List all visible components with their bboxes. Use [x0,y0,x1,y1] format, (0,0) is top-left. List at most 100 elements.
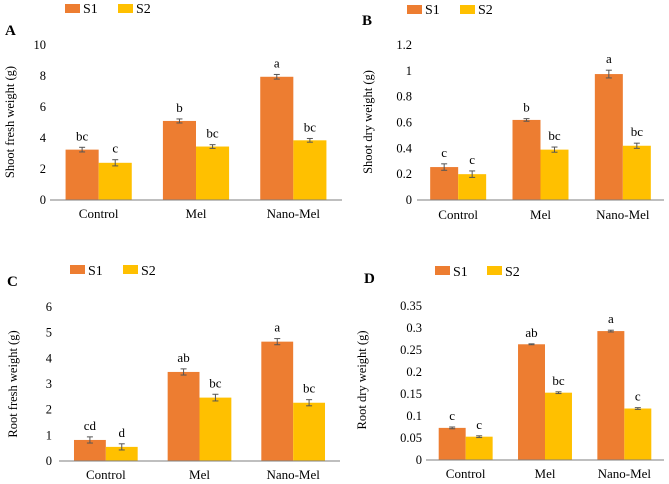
significance-letter: c [635,389,641,404]
bar-s2 [293,140,327,200]
y-ticks: 0 1 2 3 4 5 6 [46,300,53,468]
bar-s2 [105,446,138,461]
y-tick-label: 3 [46,377,52,391]
y-tick-label: 10 [34,38,47,52]
y-tick-label: 2 [46,403,52,417]
legend-s1-swatch [407,5,422,14]
y-tick-label: 0.2 [406,365,422,379]
bar-s1 [162,120,196,200]
significance-letter: bc [304,119,317,134]
bars: cd d ab bc a bc [73,320,326,461]
significance-letter: c [441,145,447,160]
error-bar [273,73,280,80]
error-bar [118,443,125,451]
panel-letter: C [7,274,18,290]
significance-letter: b [176,100,183,115]
error-bar [176,118,183,124]
x-category-label: Mel [186,206,207,221]
y-tick-label: 0.4 [396,141,412,155]
error-bar [523,118,530,122]
y-tick-label: 0.3 [406,321,422,335]
legend-s2-swatch [487,266,502,275]
y-ticks: 0 2 4 6 8 10 [34,38,47,207]
legend-s2-label: S2 [141,264,156,279]
panel-letter: D [364,271,375,287]
bar-s2 [540,149,569,200]
x-category-label: Control [79,206,119,221]
legend-s1-label: S1 [88,264,103,279]
error-bar [86,436,93,444]
error-bar [607,329,614,333]
bar-s2 [98,162,132,200]
error-bar [528,343,535,346]
x-category-label: Nano-Mel [596,207,650,222]
significance-letter: ab [525,325,537,340]
bar-s2 [293,402,326,461]
y-tick-label: 0 [46,454,52,468]
error-bar [634,407,641,410]
y-tick-label: 0.8 [396,90,412,104]
y-tick-label: 6 [46,300,52,314]
y-tick-label: 0.1 [406,409,422,423]
x-category-label: Nano-Mel [267,206,321,221]
y-tick-label: 5 [46,326,52,340]
y-tick-label: 1 [406,64,412,78]
error-bar [555,391,562,395]
bar-s1 [260,76,294,200]
panel-c: C S1 S2 Root fresh weight (g) 0 1 2 3 4 5 6 cd… [6,264,340,482]
significance-letter: a [274,320,280,335]
panel-letter: A [5,23,16,39]
y-axis-label: Root dry weight (g) [355,331,369,430]
significance-letter: a [606,51,612,66]
error-bar [274,338,281,346]
legend-s1-swatch [65,4,80,13]
legend-s2-swatch [123,265,138,274]
y-tick-label: 4 [40,131,47,145]
significance-letter: c [476,417,482,432]
legend-s2-swatch [460,5,475,14]
y-axis-label: Shoot dry weight (g) [361,70,375,174]
error-bar [79,146,86,153]
legend-s1-swatch [435,266,450,275]
error-bar [306,137,313,143]
significance-letter: c [449,408,455,423]
panel-d: D S1 S2 Root dry weight (g) 0 0.05 0.1 0.15… [355,265,664,481]
legend-s1-label: S1 [453,265,468,280]
bar-s1 [65,149,99,200]
error-bar [476,435,483,439]
y-tick-label: 6 [40,100,46,114]
bar-s2 [458,174,487,200]
y-tick-label: 0.25 [400,343,422,357]
error-bar [551,146,558,153]
significance-letter: bc [76,128,89,143]
significance-letter: a [608,311,614,326]
legend-s1-label: S1 [425,3,440,18]
y-ticks: 0 0.2 0.4 0.6 0.8 1 1.2 [396,38,412,207]
bars: c c ab bc a c [438,311,652,460]
legend-s1-swatch [70,265,85,274]
bar-s2 [545,392,572,460]
x-category-label: Control [86,467,126,482]
bar-s1 [261,341,294,461]
legend-s2-label: S2 [136,2,151,17]
bar-s1 [518,344,545,460]
error-bar [469,170,476,178]
error-bar [633,142,640,149]
significance-letter: bc [552,373,565,388]
y-tick-label: 1.2 [396,38,412,52]
bar-s2 [196,146,230,200]
panel-b: B S1 S2 Shoot dry weight (g) 00.20.40.60… [361,3,664,222]
y-tick-label: 0 [406,193,412,207]
significance-letter: d [119,425,126,440]
significance-letter: c [469,152,475,167]
significance-letter: bc [209,375,222,390]
y-tick-label: 1 [46,428,52,442]
error-bar [306,399,313,407]
x-category-label: Mel [535,466,556,481]
significance-letter: c [112,141,118,156]
error-bar [605,69,612,79]
bars: c c b bc a bc [430,51,651,200]
y-tick-label: 0.35 [400,299,422,313]
bar-s2 [624,408,652,460]
